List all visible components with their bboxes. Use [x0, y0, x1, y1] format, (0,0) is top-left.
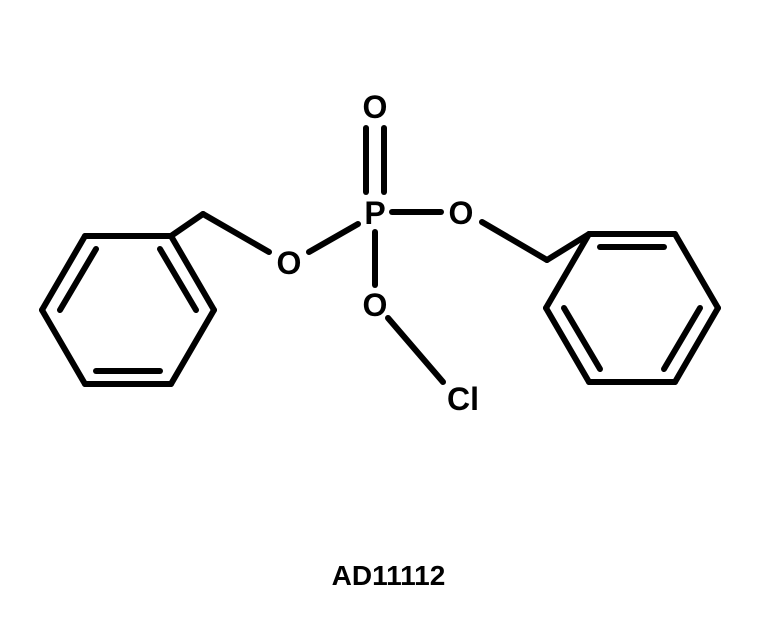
atom-o-bott: O: [363, 287, 388, 323]
atom-o-top: O: [363, 89, 388, 125]
atom-cl: Cl: [447, 381, 479, 417]
compound-id-label: AD11112: [0, 560, 777, 592]
atom-o-left: O: [277, 245, 302, 281]
atom-o-right: O: [449, 195, 474, 231]
figure-container: O P O O O Cl AD11112: [0, 0, 777, 631]
molecule-svg: O P O O O Cl: [0, 0, 777, 631]
atom-p: P: [364, 195, 385, 231]
